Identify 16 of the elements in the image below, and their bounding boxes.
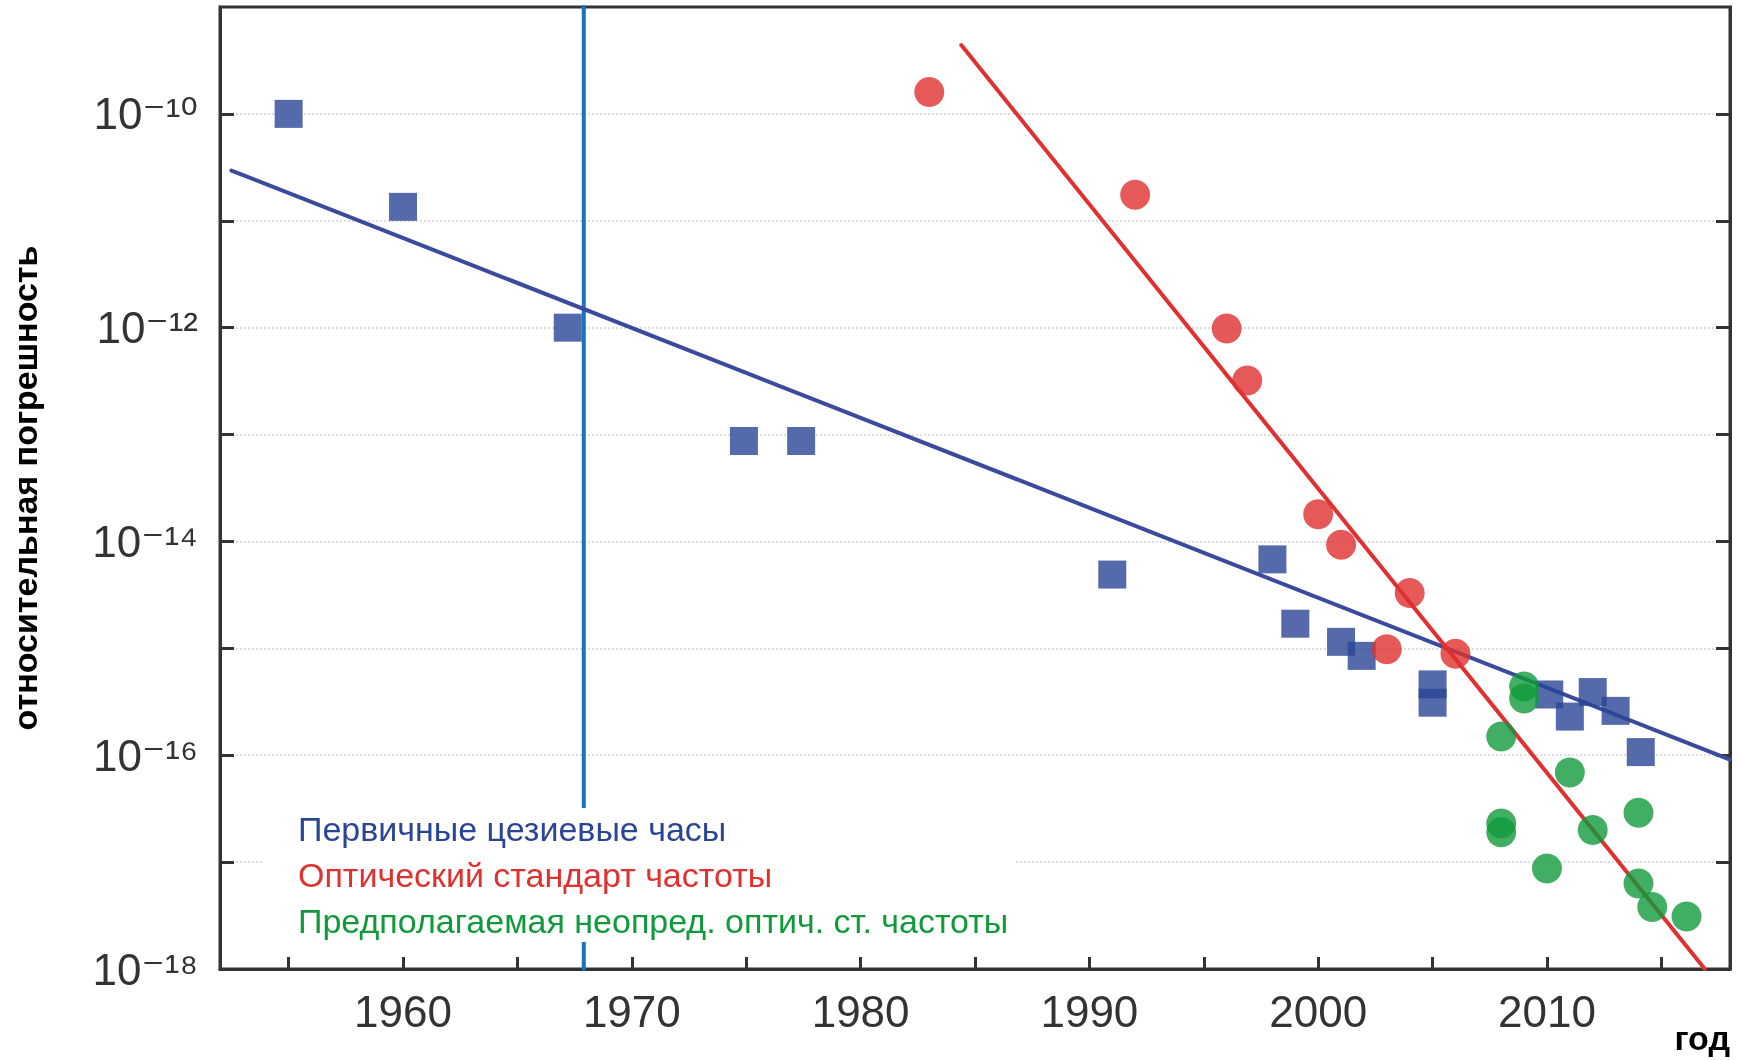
x-tick-label: 1960	[354, 986, 452, 1036]
x-tick-label: 1980	[811, 986, 910, 1036]
text: Оптический стандарт частоты	[298, 856, 773, 894]
y-tick-label: 10⁻¹⁰	[93, 89, 198, 139]
y-tick-label: 10⁻¹⁴	[92, 516, 198, 566]
y-axis-title: относительная погрешность	[6, 245, 44, 731]
y-tick-label: 10⁻¹⁶	[93, 730, 198, 780]
x-tick-label: 1990	[1040, 986, 1139, 1036]
x-tick-label: 2000	[1269, 986, 1368, 1036]
y-tick-label: 10⁻¹²	[96, 303, 198, 353]
x-tick-label: 1970	[582, 986, 681, 1036]
x-axis-title: год	[1674, 1019, 1730, 1057]
text: Предполагаемая неопред. оптич. ст. частоты	[298, 902, 1009, 940]
x-tick-label: 2010	[1498, 986, 1596, 1036]
y-tick-label: 10⁻¹⁸	[92, 944, 198, 994]
text: Первичные цезиевые часы	[298, 810, 727, 848]
